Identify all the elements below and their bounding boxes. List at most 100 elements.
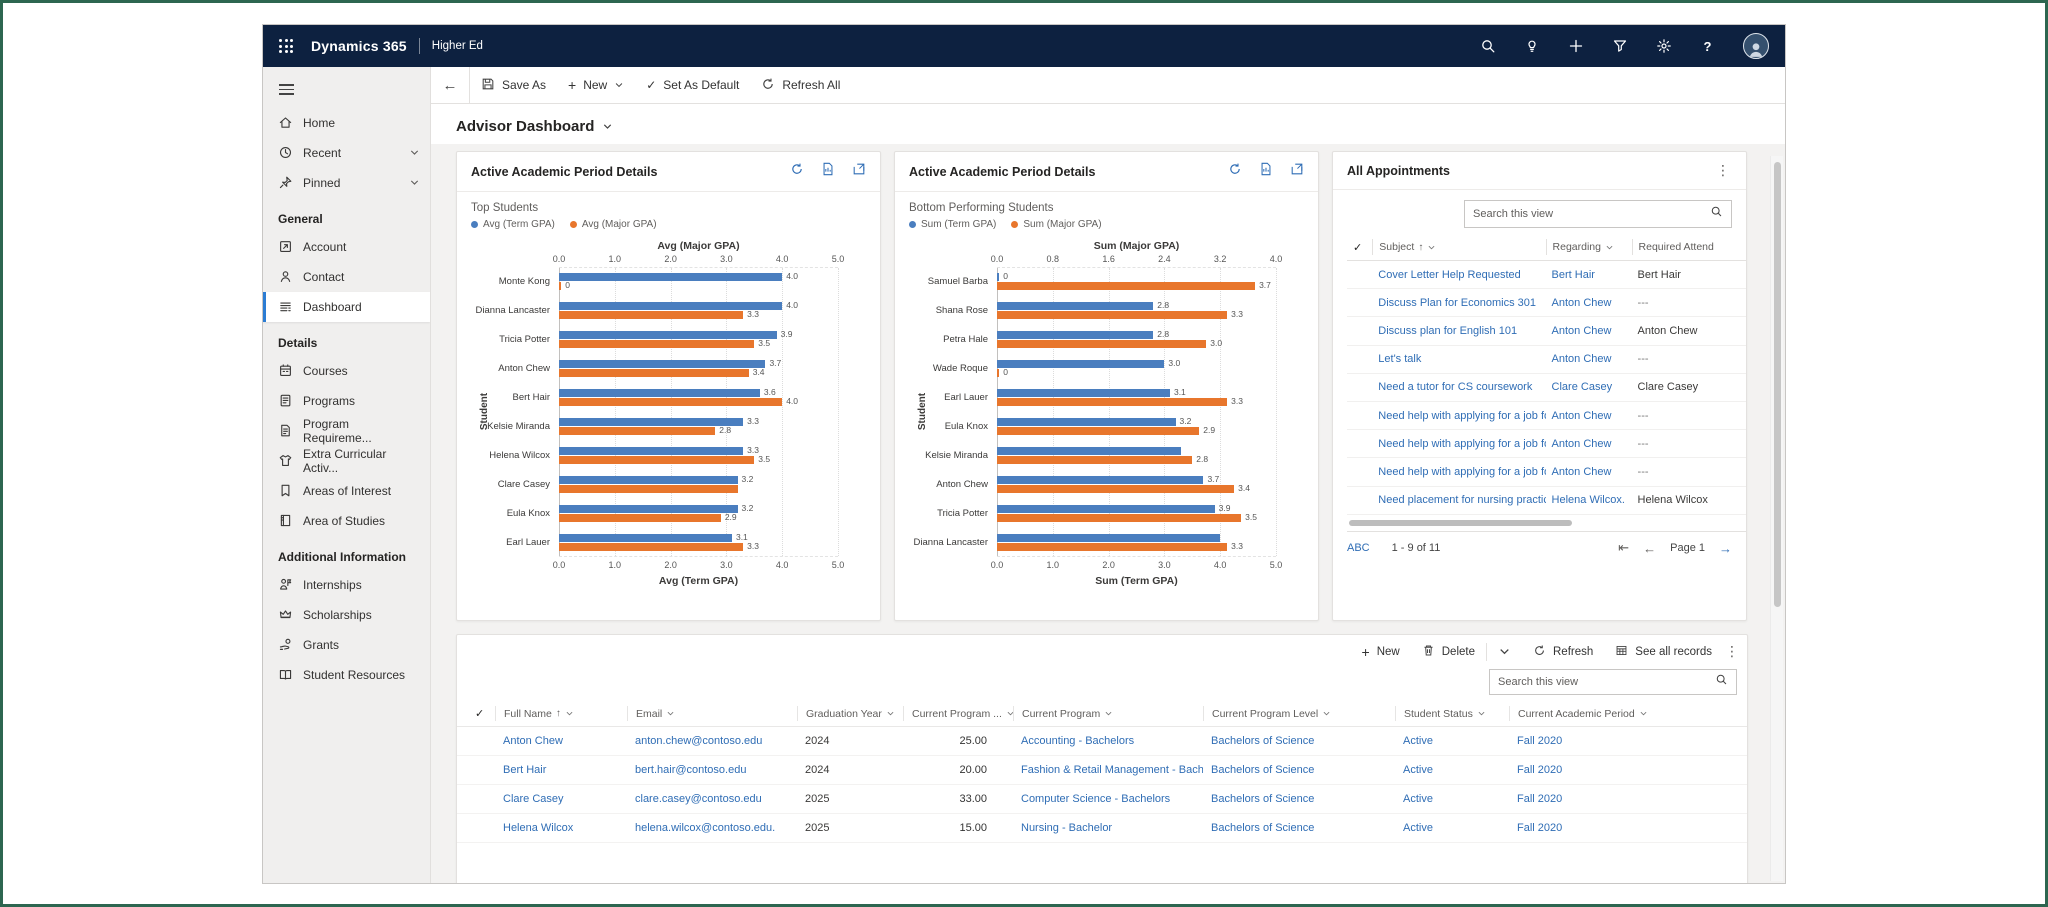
column-header-email[interactable]: Email bbox=[627, 706, 797, 721]
term-gpa-bar[interactable] bbox=[997, 272, 1000, 281]
regarding-link[interactable]: Anton Chew bbox=[1551, 296, 1612, 309]
sidebar-item-extra-curricular-activ[interactable]: Extra Curricular Activ... bbox=[263, 446, 430, 476]
next-page-icon[interactable]: → bbox=[1719, 540, 1732, 556]
student-row[interactable]: Anton Chew anton.chew@contoso.edu 2024 2… bbox=[457, 727, 1747, 756]
select-all-checkbox[interactable]: ✓ bbox=[475, 708, 485, 720]
chevron-down-icon[interactable] bbox=[409, 177, 420, 188]
term-gpa-bar[interactable] bbox=[559, 533, 732, 542]
subject-link[interactable]: Let's talk bbox=[1378, 353, 1422, 366]
search-icon[interactable] bbox=[1479, 38, 1496, 55]
appointment-row[interactable]: Let's talk Anton Chew --- bbox=[1347, 346, 1746, 374]
column-header-current-program-level[interactable]: Current Program Level bbox=[1203, 706, 1395, 721]
see-all-records-button[interactable]: See all records bbox=[1604, 644, 1723, 660]
current-program-link[interactable]: Computer Science - Bachelors bbox=[1021, 793, 1171, 805]
term-gpa-bar[interactable] bbox=[997, 330, 1154, 339]
major-gpa-bar[interactable] bbox=[559, 485, 738, 494]
regarding-link[interactable]: Anton Chew bbox=[1551, 437, 1612, 450]
student-row[interactable]: Clare Casey clare.casey@contoso.edu 2025… bbox=[457, 785, 1747, 814]
grid-more-delete-options[interactable] bbox=[1487, 645, 1522, 658]
column-header-full-name[interactable]: Full Name ↑ bbox=[495, 706, 627, 721]
email-link[interactable]: anton.chew@contoso.edu bbox=[635, 735, 763, 747]
student-status-link[interactable]: Active bbox=[1403, 793, 1433, 805]
grid-delete-button[interactable]: Delete bbox=[1411, 644, 1486, 660]
app-launcher-waffle-icon[interactable] bbox=[279, 39, 293, 53]
column-header-current-academic-period[interactable]: Current Academic Period bbox=[1509, 706, 1661, 721]
term-gpa-bar[interactable] bbox=[559, 359, 766, 368]
appointment-row[interactable]: Discuss plan for English 101 Anton Chew A… bbox=[1347, 317, 1746, 346]
subject-link[interactable]: Discuss plan for English 101 bbox=[1378, 324, 1518, 337]
search-icon[interactable] bbox=[1715, 673, 1728, 691]
term-gpa-bar[interactable] bbox=[559, 301, 783, 310]
previous-page-icon[interactable]: ← bbox=[1643, 540, 1657, 556]
refresh-all-button[interactable]: Refresh All bbox=[750, 67, 851, 103]
term-gpa-bar[interactable] bbox=[997, 417, 1176, 426]
major-gpa-bar[interactable] bbox=[997, 514, 1242, 523]
current-program-link[interactable]: Accounting - Bachelors bbox=[1021, 735, 1135, 747]
appointments-horizontal-scrollbar[interactable] bbox=[1347, 519, 1732, 527]
gear-icon[interactable] bbox=[1655, 38, 1672, 55]
student-row[interactable]: Bert Hair bert.hair@contoso.edu 2024 20.… bbox=[457, 756, 1747, 785]
main-vertical-scrollbar[interactable] bbox=[1770, 156, 1783, 881]
subject-link[interactable]: Need help with applying for a job for th bbox=[1378, 409, 1545, 422]
term-gpa-bar[interactable] bbox=[559, 504, 738, 513]
regarding-link[interactable]: Anton Chew bbox=[1551, 324, 1612, 337]
major-gpa-bar[interactable] bbox=[997, 427, 1200, 436]
term-gpa-bar[interactable] bbox=[559, 388, 760, 397]
term-gpa-bar[interactable] bbox=[559, 475, 738, 484]
sidebar-item-areas-of-interest[interactable]: Areas of Interest bbox=[263, 476, 430, 506]
major-gpa-bar[interactable] bbox=[997, 398, 1228, 407]
appointment-row[interactable]: Need help with applying for a job for th… bbox=[1347, 430, 1746, 459]
search-icon[interactable] bbox=[1710, 205, 1723, 223]
term-gpa-bar[interactable] bbox=[997, 475, 1204, 484]
appointment-row[interactable]: Discuss Plan for Economics 301 Anton Che… bbox=[1347, 289, 1746, 318]
student-status-link[interactable]: Active bbox=[1403, 735, 1433, 747]
term-gpa-bar[interactable] bbox=[559, 446, 744, 455]
full-name-link[interactable]: Clare Casey bbox=[503, 793, 564, 805]
subject-link[interactable]: Discuss Plan for Economics 301 bbox=[1378, 296, 1537, 309]
sidebar-item-pinned[interactable]: Pinned bbox=[263, 168, 430, 198]
term-gpa-bar[interactable] bbox=[559, 272, 783, 281]
sidebar-item-recent[interactable]: Recent bbox=[263, 138, 430, 168]
major-gpa-bar[interactable] bbox=[997, 369, 1000, 378]
term-gpa-bar[interactable] bbox=[997, 301, 1154, 310]
major-gpa-bar[interactable] bbox=[997, 282, 1256, 291]
appointment-row[interactable]: Need placement for nursing practicum. He… bbox=[1347, 487, 1746, 515]
email-link[interactable]: bert.hair@contoso.edu bbox=[635, 764, 747, 776]
dashboard-selector-chevron-icon[interactable] bbox=[602, 121, 613, 132]
chevron-down-icon[interactable] bbox=[1104, 709, 1113, 718]
subject-link[interactable]: Need a tutor for CS coursework bbox=[1378, 381, 1533, 394]
email-link[interactable]: helena.wilcox@contoso.edu. bbox=[635, 822, 776, 834]
current-program-link[interactable]: Nursing - Bachelor bbox=[1021, 822, 1113, 834]
regarding-link[interactable]: Helena Wilcox. bbox=[1551, 494, 1625, 507]
help-icon[interactable]: ? bbox=[1703, 38, 1712, 54]
major-gpa-bar[interactable] bbox=[997, 543, 1228, 552]
subject-link[interactable]: Need help with applying for a job for th bbox=[1378, 465, 1545, 478]
term-gpa-bar[interactable] bbox=[997, 446, 1182, 455]
student-status-link[interactable]: Active bbox=[1403, 764, 1433, 776]
grid-new-button[interactable]: + New bbox=[1361, 643, 1400, 660]
sidebar-item-program-requireme[interactable]: Program Requireme... bbox=[263, 416, 430, 446]
chevron-down-icon[interactable] bbox=[565, 709, 574, 718]
expand-chart-icon[interactable] bbox=[852, 162, 866, 181]
major-gpa-bar[interactable] bbox=[559, 514, 721, 523]
grid-more-commands-icon[interactable]: ⋮ bbox=[1725, 643, 1739, 659]
sidebar-item-account[interactable]: Account bbox=[263, 232, 430, 262]
appointment-row[interactable]: Need help with applying for a job for th… bbox=[1347, 402, 1746, 431]
major-gpa-bar[interactable] bbox=[559, 398, 783, 407]
lightbulb-icon[interactable] bbox=[1523, 38, 1540, 55]
sidebar-item-grants[interactable]: Grants bbox=[263, 630, 430, 660]
sidebar-item-scholarships[interactable]: Scholarships bbox=[263, 600, 430, 630]
chevron-down-icon[interactable] bbox=[1427, 243, 1436, 252]
chevron-down-icon[interactable] bbox=[666, 709, 675, 718]
sitemap-collapse-icon[interactable] bbox=[263, 75, 430, 108]
major-gpa-bar[interactable] bbox=[559, 340, 755, 349]
regarding-link[interactable]: Anton Chew bbox=[1551, 465, 1612, 478]
student-status-link[interactable]: Active bbox=[1403, 822, 1433, 834]
view-records-icon[interactable] bbox=[1259, 162, 1273, 181]
major-gpa-bar[interactable] bbox=[559, 456, 755, 465]
major-gpa-bar[interactable] bbox=[997, 456, 1193, 465]
jump-bar-abc[interactable]: ABC bbox=[1347, 542, 1370, 555]
program-level-link[interactable]: Bachelors of Science bbox=[1211, 822, 1315, 834]
email-link[interactable]: clare.casey@contoso.edu bbox=[635, 793, 762, 805]
new-button[interactable]: + New bbox=[557, 67, 635, 103]
